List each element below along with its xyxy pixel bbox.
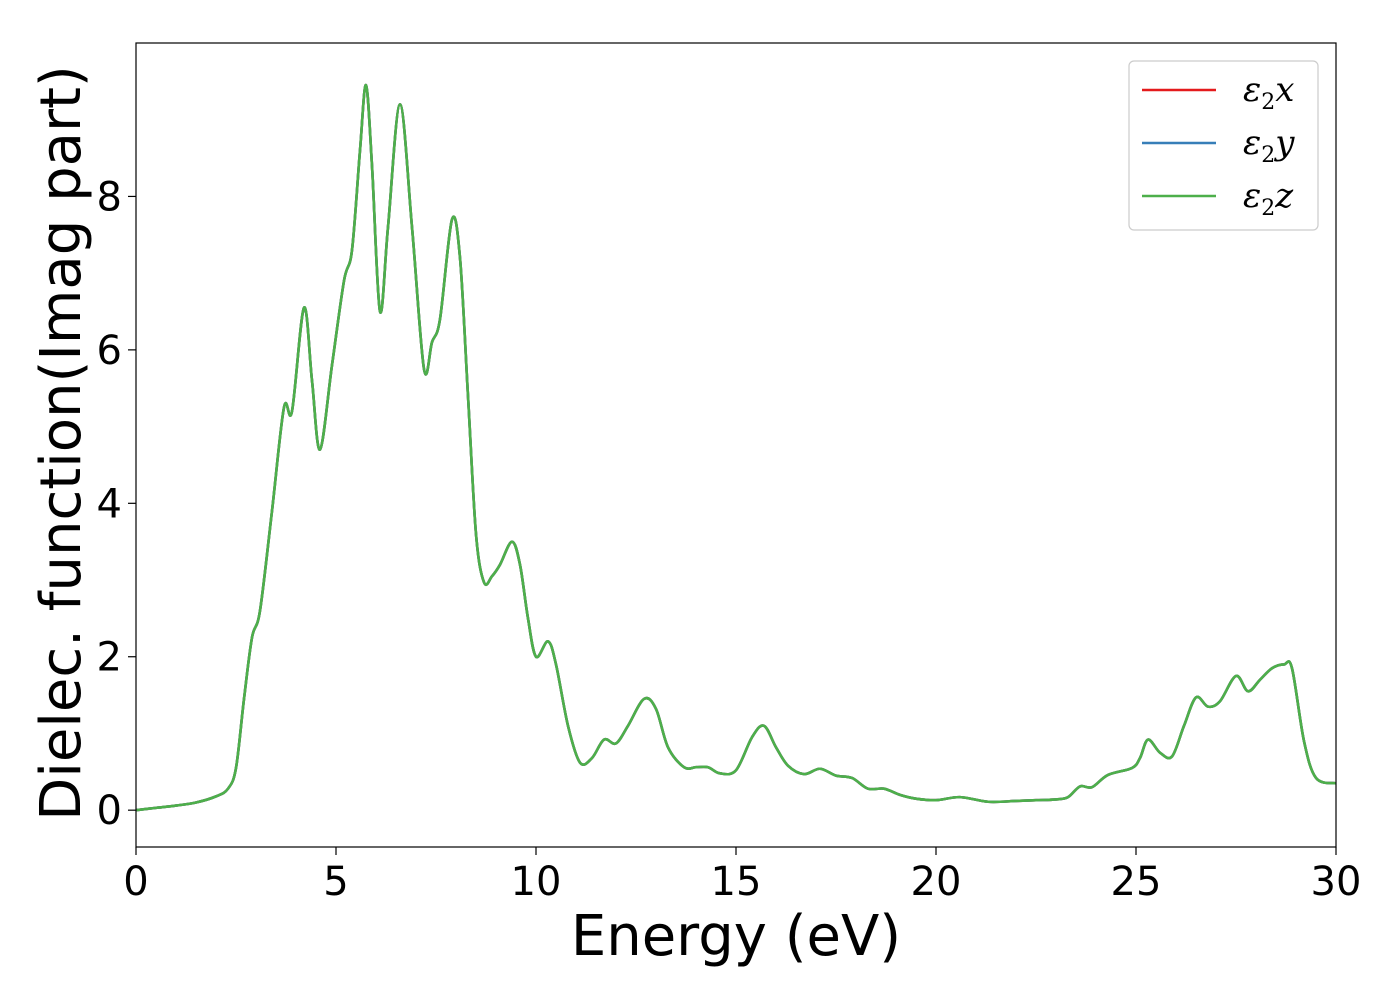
legend-box	[1128, 60, 1319, 231]
x-tick-label: 0	[123, 859, 148, 905]
legend-label: ε2x	[1243, 70, 1294, 115]
y-axis-title: Dielec. function(Imag part)	[29, 65, 94, 821]
plot-lines	[135, 83, 1337, 812]
y-tick-label: 6	[97, 328, 122, 374]
y-tick-label: 2	[97, 635, 122, 681]
x-tick-label: 15	[711, 859, 762, 905]
x-tick-label: 20	[911, 859, 962, 905]
x-axis-ticks: 0 5 10 15 20 25 30	[123, 847, 1361, 905]
x-tick-label: 5	[323, 859, 348, 905]
legend: ε2x ε2y ε2z	[1128, 60, 1319, 231]
y-tick-label: 4	[97, 481, 122, 527]
legend-label: ε2z	[1243, 176, 1294, 221]
legend-label: ε2y	[1243, 123, 1295, 168]
y-axis-ticks: 0 2 4 6 8	[97, 174, 136, 834]
x-axis-title: Energy (eV)	[571, 904, 901, 969]
y-tick-label: 8	[97, 174, 122, 220]
x-tick-label: 10	[511, 859, 562, 905]
x-tick-label: 30	[1311, 859, 1362, 905]
y-tick-label: 0	[97, 788, 122, 834]
series-line-3	[135, 83, 1337, 812]
x-tick-label: 25	[1111, 859, 1162, 905]
